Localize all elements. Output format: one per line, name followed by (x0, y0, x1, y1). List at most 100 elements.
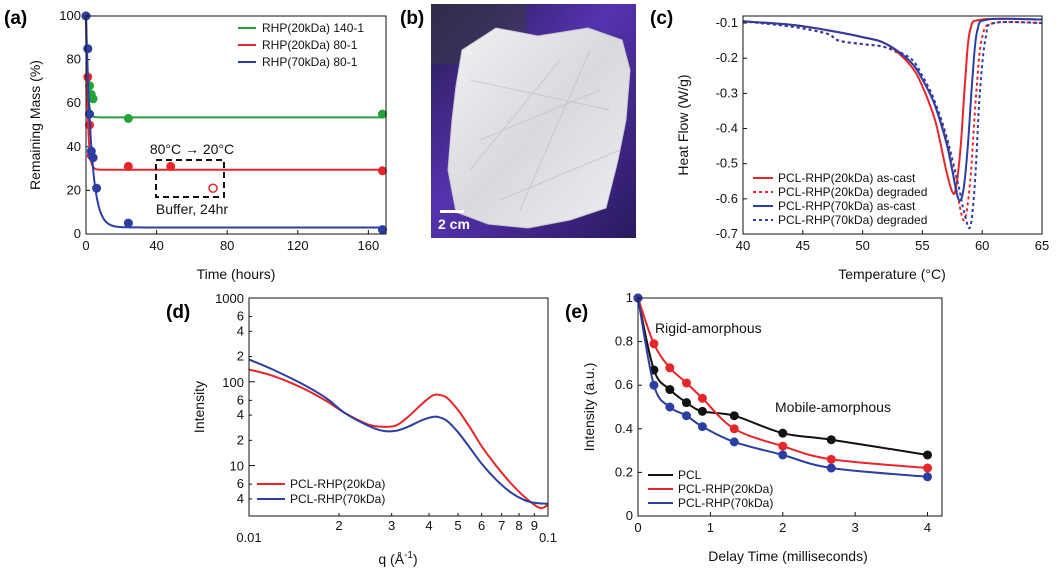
panel-a-point-2-4 (88, 153, 98, 163)
panel-c-ytick-label-2: -0.3 (716, 85, 738, 100)
panel-c-ytick-label-1: -0.2 (716, 50, 738, 65)
panel-a-ytick-label-4: 80 (67, 52, 81, 67)
panel-a-point-1-5 (123, 161, 133, 171)
panel-e-point-2-4 (697, 422, 707, 432)
panel-a-point-0-5 (123, 113, 133, 123)
panel-c: (c) 40 45 50 55 60 65 -0.1 -0.2 -0.3 -0.4 -0.5 -0.6… (650, 8, 1049, 282)
panel-a-xtick-label-2: 80 (220, 238, 234, 253)
panel-d-ytick-minor-label-2: 2 (237, 432, 244, 447)
panel-c-line-0 (742, 17, 1043, 195)
panel-d-ytick-minor-label-7: 6 (237, 309, 244, 324)
panel-c-ytick-label-6: -0.7 (716, 226, 738, 241)
panel-a-fit-line-2 (85, 15, 383, 229)
panel-e-point-0-5 (729, 411, 739, 421)
panel-a-point-1-7 (377, 166, 387, 176)
panel-e-xtick-label-4: 4 (924, 520, 931, 535)
panel-a-point-0-6 (377, 109, 387, 119)
panel-c-xlabel: Temperature (°C) (838, 266, 946, 282)
panel-e-point-0-7 (826, 435, 836, 445)
panel-a-annotation-bottom: Buffer, 24hr (156, 201, 228, 217)
panel-d-ytick-label-0: 10 (230, 459, 244, 474)
panel-e-xtick-label-1: 1 (707, 520, 714, 535)
panel-d-xtick-minor-label-7: 9 (531, 518, 538, 533)
panel-d-xtick-minor-label-5: 7 (498, 518, 505, 533)
panel-a-ytick-label-5: 100 (59, 8, 81, 23)
panel-a: (a) 0 40 80 120 160 0 20 40 60 80 100 RHP(20kDa) 14… (4, 8, 387, 282)
panel-e-ytick-label-2: 0.4 (615, 421, 633, 436)
panel-e-ytick-label-5: 1 (626, 290, 633, 305)
panel-d-xtick-minor-label-2: 4 (425, 518, 432, 533)
panel-a-xtick-label-1: 40 (149, 238, 163, 253)
panel-b-label: (b) (400, 8, 424, 29)
panel-e-point-2-5 (729, 437, 739, 447)
panel-c-line-2 (742, 17, 1043, 202)
panel-d-xlabel-main: q (Å (378, 551, 404, 567)
panel-c-xtick-label-1: 45 (796, 238, 810, 253)
panel-d-legend-label-0: PCL-RHP(20kDa) (290, 477, 385, 491)
panel-e-point-1-3 (681, 378, 691, 388)
panel-e-point-0-8 (923, 450, 933, 460)
panel-a-ylabel: Remaining Mass (%) (27, 60, 43, 190)
panel-e-point-2-3 (681, 411, 691, 421)
panel-a-label: (a) (4, 8, 27, 29)
panel-e-point-0-2 (665, 385, 675, 395)
panel-d-xtick-minor-label-1: 3 (388, 518, 395, 533)
panel-c-ytick-label-3: -0.4 (716, 121, 738, 136)
panel-a-legend-label-0: RHP(20kDa) 140-1 (262, 21, 364, 35)
panel-c-ytick-label-0: -0.1 (716, 15, 738, 30)
scale-bar (440, 210, 464, 213)
panel-e-ytick-label-0: 0 (626, 508, 633, 523)
panel-d-xtick-minor-label-3: 5 (454, 518, 461, 533)
polymer-film (447, 27, 631, 229)
panel-d-xtick-minor-label-4: 6 (478, 518, 485, 533)
panel-e-ytick-label-3: 0.6 (615, 377, 633, 392)
panel-d-ytick-label-2: 1000 (215, 291, 244, 306)
panel-e-point-1-8 (923, 463, 933, 473)
panel-c-ylabel: Heat Flow (W/g) (675, 74, 691, 175)
panel-e-ylabel: Intensity (a.u.) (581, 363, 597, 452)
panel-e-point-2-6 (778, 450, 788, 460)
scale-bar-label: 2 cm (438, 216, 470, 232)
panel-e-xtick-label-2: 2 (779, 520, 786, 535)
panel-a-point-2-7 (377, 225, 387, 235)
panel-d-ytick-label-1: 100 (222, 375, 244, 390)
panel-a-fit-line-0 (85, 15, 383, 119)
panel-a-ytick-label-2: 40 (67, 139, 81, 154)
panel-d-ytick-minor-label-0: 4 (237, 491, 244, 506)
panel-a-ytick-label-1: 20 (67, 182, 81, 197)
panel-e-point-1-2 (665, 363, 675, 373)
panel-a-legend-label-2: RHP(70kDa) 80-1 (262, 55, 358, 69)
panel-d-xlabel: q (Å-1) (378, 550, 417, 567)
panel-a-open-point (208, 183, 218, 193)
panel-a-point-0-4 (88, 94, 98, 104)
panel-a-point-2-5 (92, 183, 102, 193)
panel-d-ytick-minor-label-3: 4 (237, 407, 244, 422)
panel-e-point-1-1 (649, 339, 659, 349)
panel-c-line-3 (742, 20, 1043, 230)
panel-c-xtick-label-3: 55 (915, 238, 929, 253)
panel-e-point-1-7 (826, 454, 836, 464)
panel-a-point-2-6 (123, 218, 133, 228)
panel-c-ytick-label-5: -0.6 (716, 191, 738, 206)
panel-e-point-1-6 (778, 441, 788, 451)
panel-e: (e) 0 1 2 3 4 0 0.2 0.4 0.6 0.8 1 PCLPCL-RHP(20kDa)… (565, 290, 943, 564)
panel-d-xtick-minor-label-6: 8 (515, 518, 522, 533)
panel-c-xtick-label-2: 50 (855, 238, 869, 253)
panel-c-legend-label-2: PCL-RHP(70kDa) as-cast (778, 199, 916, 213)
panel-b: (b) 2 cm (400, 4, 636, 238)
panel-d-label: (d) (166, 302, 190, 323)
panel-a-xtick-label-4: 160 (358, 238, 380, 253)
panel-e-ytick-label-1: 0.2 (615, 464, 633, 479)
panel-a-point-2-2 (85, 109, 95, 119)
panel-e-point-2-7 (826, 463, 836, 473)
panel-d-ytick-minor-label-4: 6 (237, 392, 244, 407)
panel-e-mobile-label: Mobile-amorphous (775, 399, 891, 415)
panel-e-rigid-label: Rigid-amorphous (655, 320, 762, 336)
panel-e-legend-label-1: PCL-RHP(20kDa) (678, 482, 773, 496)
panel-e-legend-label-2: PCL-RHP(70kDa) (678, 496, 773, 510)
panel-c-legend-label-3: PCL-RHP(70kDa) degraded (778, 213, 927, 227)
panel-c-ytick-label-4: -0.5 (716, 156, 738, 171)
panel-c-xtick-label-5: 65 (1035, 238, 1049, 253)
panel-e-ytick-label-4: 0.8 (615, 334, 633, 349)
panel-a-xtick-label-3: 120 (287, 238, 309, 253)
